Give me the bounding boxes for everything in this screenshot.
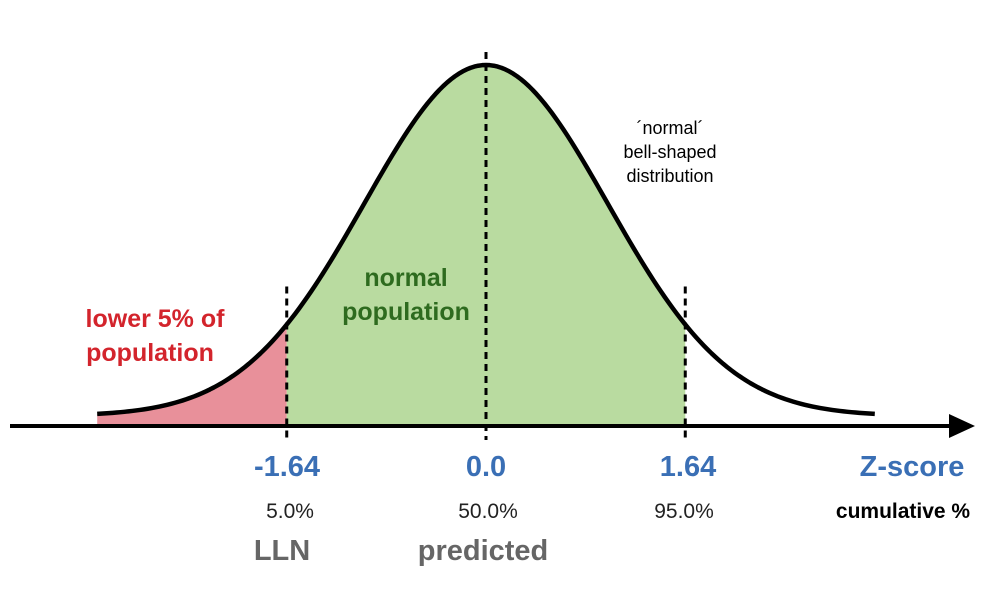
marker-lines-layer <box>285 52 687 440</box>
cumulative-label-5: 5.0% <box>266 500 314 523</box>
curve-label-line-1: ´normal´ <box>636 118 703 138</box>
marker-name-lln: LLN <box>254 535 310 567</box>
cumulative-axis-title: cumulative % <box>836 500 971 523</box>
z-tick-label-0-0: 0.0 <box>466 451 506 483</box>
regions-layer <box>97 65 686 424</box>
lower-region-label-line-2: population <box>86 339 214 367</box>
lower-5-percent-region <box>97 324 287 424</box>
curve-label-line-2: bell-shaped <box>623 142 716 162</box>
z-tick-label-1-64: 1.64 <box>660 451 716 483</box>
cumulative-label-95: 95.0% <box>654 500 714 523</box>
z-axis-arrowhead <box>949 414 975 438</box>
x-axis-title: Z-score <box>860 451 965 483</box>
cumulative-label-50: 50.0% <box>458 500 518 523</box>
z-tick-label-minus-1-64: -1.64 <box>254 451 320 483</box>
lower-region-label-line-1: lower 5% of <box>86 305 226 333</box>
normal-region-label-line-2: population <box>342 298 470 326</box>
curve-label-line-3: distribution <box>626 166 713 186</box>
marker-name-predicted: predicted <box>418 535 549 567</box>
normal-region-label-line-1: normal <box>364 264 447 292</box>
